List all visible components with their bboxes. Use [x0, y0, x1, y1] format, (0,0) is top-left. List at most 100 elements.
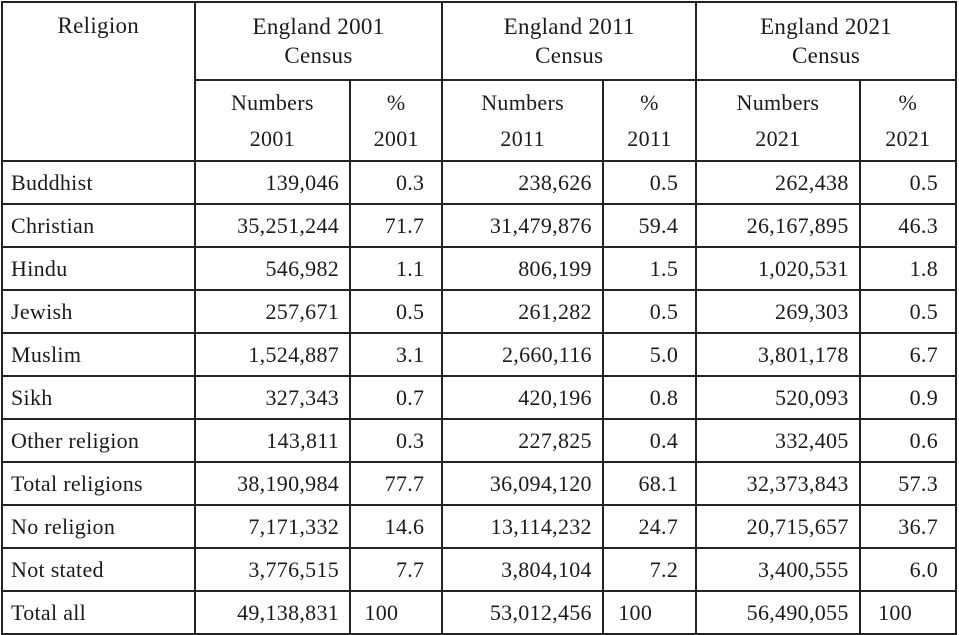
column-year: 2021 [755, 125, 801, 151]
numbers-2021-column-header: Numbers 2021 [695, 79, 861, 162]
pct-2001-cell: 1.1 [349, 246, 444, 291]
pct-2011-cell: 59.4 [601, 203, 698, 248]
numbers-2021-cell: 20,715,657 [695, 504, 861, 549]
group-title-line2: Census [284, 42, 353, 68]
religion-cell: Hindu [1, 246, 196, 291]
numbers-2021-cell: 269,303 [695, 289, 861, 334]
pct-2021-cell: 0.5 [858, 160, 958, 205]
religion-cell: Christian [1, 203, 196, 248]
column-label: % [386, 89, 406, 115]
religion-cell: Buddhist [1, 160, 196, 205]
numbers-2011-cell: 806,199 [441, 246, 604, 291]
numbers-2021-cell: 32,373,843 [695, 461, 861, 506]
pct-2001-cell: 7.7 [349, 547, 444, 592]
numbers-2001-cell: 3,776,515 [193, 547, 352, 592]
numbers-2001-cell: 143,811 [193, 418, 352, 463]
group-title-line1: England 2021 [760, 13, 893, 39]
pct-2001-column-header: % 2001 [349, 79, 444, 162]
numbers-2011-cell: 227,825 [441, 418, 604, 463]
column-label: Numbers [736, 89, 820, 115]
table-row-not-stated: Not stated 3,776,515 7.7 3,804,104 7.2 3… [1, 547, 958, 592]
pct-2011-cell: 5.0 [601, 332, 698, 377]
column-year: 2011 [500, 125, 545, 151]
header-row-subcolumns: Numbers 2001 % 2001 Numbers 2011 % 2011 … [2, 79, 958, 162]
group-header-2001: England 2001 Census [193, 1, 444, 81]
pct-2011-cell: 24.7 [601, 504, 698, 549]
pct-2021-cell: 46.3 [858, 203, 958, 248]
table-row-muslim: Muslim 1,524,887 3.1 2,660,116 5.0 3,801… [1, 332, 958, 377]
column-label: % [898, 89, 918, 115]
table-row-christian: Christian 35,251,244 71.7 31,479,876 59.… [1, 203, 958, 248]
numbers-2001-cell: 38,190,984 [193, 461, 352, 506]
numbers-2021-cell: 262,438 [695, 160, 861, 205]
numbers-2011-cell: 53,012,456 [441, 590, 604, 635]
group-title-line1: England 2001 [252, 13, 385, 39]
numbers-2011-cell: 31,479,876 [441, 203, 604, 248]
pct-2021-cell: 36.7 [858, 504, 958, 549]
numbers-2001-cell: 327,343 [193, 375, 352, 420]
pct-2021-cell: 0.5 [858, 289, 958, 334]
column-label: Numbers [230, 89, 314, 115]
pct-2021-cell: 6.7 [858, 332, 958, 377]
religion-cell: Sikh [1, 375, 196, 420]
numbers-2001-cell: 7,171,332 [193, 504, 352, 549]
pct-2011-cell: 0.5 [601, 289, 698, 334]
table-row-hindu: Hindu 546,982 1.1 806,199 1.5 1,020,531 … [1, 246, 958, 291]
column-year: 2001 [249, 125, 295, 151]
numbers-2011-cell: 2,660,116 [441, 332, 604, 377]
column-year: 2021 [885, 125, 931, 151]
column-year: 2001 [373, 125, 419, 151]
pct-2011-cell: 100 [601, 590, 698, 635]
table-row-jewish: Jewish 257,671 0.5 261,282 0.5 269,303 0… [1, 289, 958, 334]
pct-2011-cell: 0.4 [601, 418, 698, 463]
pct-2011-cell: 68.1 [601, 461, 698, 506]
numbers-2011-cell: 3,804,104 [441, 547, 604, 592]
column-label: % [640, 89, 659, 115]
pct-2021-cell: 0.9 [858, 375, 958, 420]
religion-cell: Jewish [1, 289, 196, 334]
pct-2001-cell: 77.7 [349, 461, 444, 506]
group-header-2011: England 2011 Census [441, 1, 698, 81]
table-row-no-religion: No religion 7,171,332 14.6 13,114,232 24… [1, 504, 958, 549]
numbers-2011-cell: 261,282 [441, 289, 604, 334]
pct-2021-column-header: % 2021 [858, 79, 958, 162]
pct-2021-cell: 100 [858, 590, 958, 635]
pct-2001-cell: 0.3 [349, 160, 444, 205]
pct-2021-cell: 1.8 [858, 246, 958, 291]
religion-cell: Other religion [1, 418, 196, 463]
numbers-2001-cell: 546,982 [193, 246, 352, 291]
pct-2021-cell: 6.0 [858, 547, 958, 592]
group-title-line2: Census [791, 42, 861, 68]
numbers-2001-cell: 1,524,887 [193, 332, 352, 377]
numbers-2021-cell: 3,801,178 [695, 332, 861, 377]
pct-2001-cell: 3.1 [349, 332, 444, 377]
numbers-2001-cell: 49,138,831 [193, 590, 352, 635]
numbers-2021-cell: 1,020,531 [695, 246, 861, 291]
numbers-2001-cell: 35,251,244 [193, 203, 352, 248]
table-row-other-religion: Other religion 143,811 0.3 227,825 0.4 3… [1, 418, 958, 463]
pct-2011-cell: 0.5 [601, 160, 698, 205]
numbers-2011-cell: 36,094,120 [441, 461, 604, 506]
numbers-2001-column-header: Numbers 2001 [193, 79, 352, 162]
pct-2011-cell: 7.2 [601, 547, 698, 592]
pct-2001-cell: 14.6 [349, 504, 444, 549]
pct-2001-cell: 100 [349, 590, 444, 635]
pct-2001-cell: 71.7 [349, 203, 444, 248]
pct-2021-cell: 57.3 [858, 461, 958, 506]
table-row-total-all: Total all 49,138,831 100 53,012,456 100 … [1, 590, 958, 635]
numbers-2001-cell: 257,671 [193, 289, 352, 334]
group-title-line2: Census [535, 42, 604, 68]
numbers-2021-cell: 26,167,895 [695, 203, 861, 248]
group-title-line1: England 2011 [503, 13, 635, 39]
religion-cell: Total all [1, 590, 196, 635]
numbers-2021-cell: 332,405 [695, 418, 861, 463]
table-header: Religion England 2001 Census England 201… [1, 1, 958, 162]
numbers-2001-cell: 139,046 [193, 160, 352, 205]
group-header-2021: England 2021 Census [695, 1, 957, 81]
numbers-2011-cell: 13,114,232 [441, 504, 604, 549]
pct-2001-cell: 0.7 [349, 375, 444, 420]
religion-column-header: Religion [1, 1, 196, 162]
numbers-2011-cell: 420,196 [441, 375, 604, 420]
table-row-sikh: Sikh 327,343 0.7 420,196 0.8 520,093 0.9 [1, 375, 958, 420]
